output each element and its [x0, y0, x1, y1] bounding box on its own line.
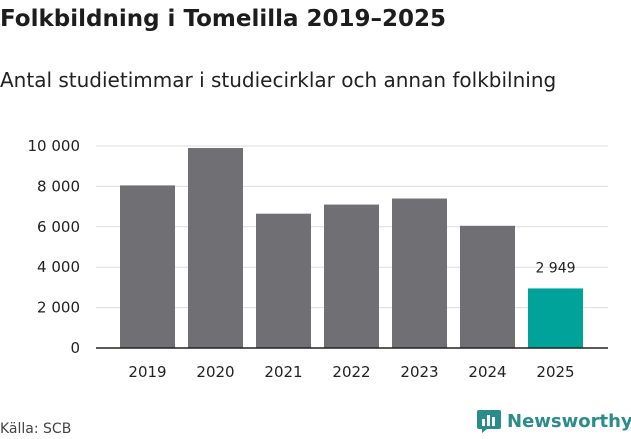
x-tick-label: 2023 [400, 363, 438, 381]
chart-subtitle: Antal studietimmar i studiecirklar och a… [0, 68, 557, 92]
y-tick-label: 6 000 [37, 218, 80, 236]
bar-2019 [120, 185, 175, 348]
x-tick-label: 2024 [468, 363, 506, 381]
bar-2022 [324, 204, 379, 348]
bar-2023 [392, 198, 447, 348]
bar-chart-speech-icon [477, 410, 501, 433]
bar-2020 [188, 148, 243, 348]
y-tick-label: 10 000 [28, 137, 81, 155]
bars [120, 148, 583, 348]
brand-name: Newsworthy [507, 410, 631, 432]
y-tick-label: 4 000 [37, 258, 80, 276]
y-tick-label: 0 [70, 339, 80, 357]
newsworthy-logo: Newsworthy [476, 408, 631, 434]
labels: 0 2 000 4 000 6 000 8 000 10 000 2019 2020 2021 2… [28, 137, 576, 381]
x-tick-label: 2021 [264, 363, 302, 381]
y-tick-label: 8 000 [37, 177, 80, 195]
source-note: Källa: SCB [0, 421, 72, 437]
y-tick-label: 2 000 [37, 299, 80, 317]
x-tick-label: 2019 [128, 363, 166, 381]
x-tick-label: 2022 [332, 363, 370, 381]
data-label: 2 949 [535, 260, 575, 276]
bar-2024 [460, 225, 515, 348]
bar-2021 [256, 213, 311, 348]
bar-2025 [528, 288, 583, 348]
chart-title: Folkbildning i Tomelilla 2019–2025 [0, 6, 447, 32]
x-tick-label: 2020 [196, 363, 234, 381]
x-tick-label: 2025 [536, 363, 574, 381]
